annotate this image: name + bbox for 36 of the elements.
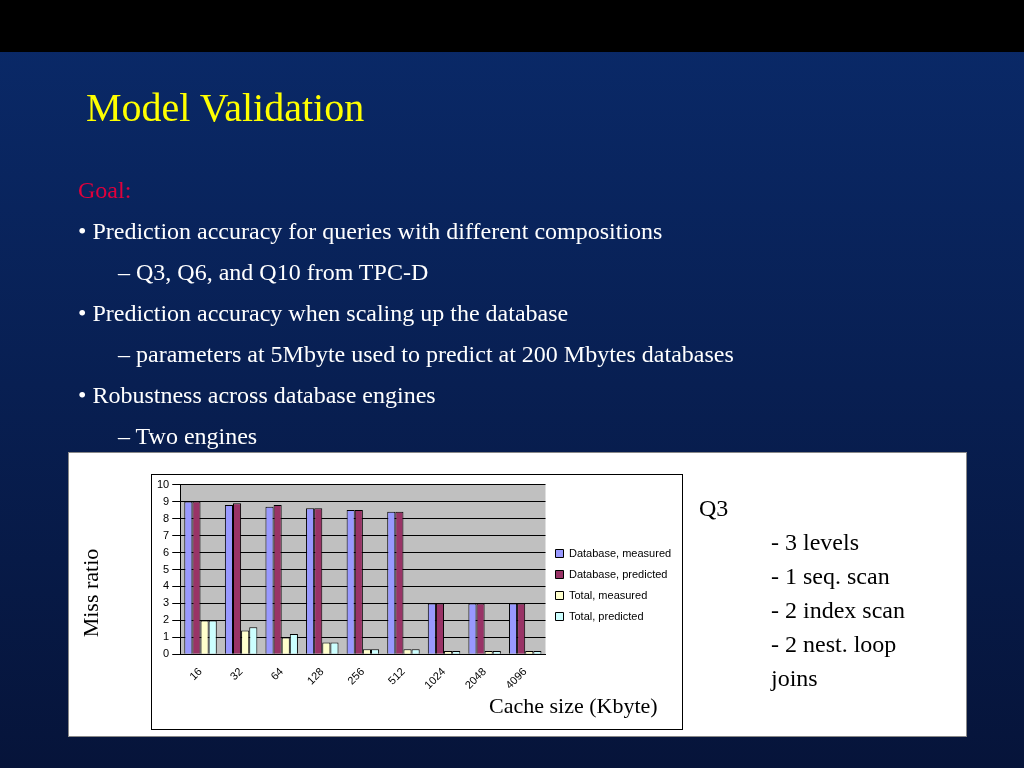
x-tick-label: 512 <box>385 665 408 687</box>
y-tick-label: 4 <box>163 579 170 592</box>
text: - 2 index scan <box>770 596 906 625</box>
x-tick-label: 128 <box>304 665 326 687</box>
text: – Q3, Q6, and Q10 from TPC-D <box>116 258 430 287</box>
y-tick-label: 8 <box>163 511 170 524</box>
text: Q3 <box>699 494 730 523</box>
text: - 3 levels <box>770 528 860 557</box>
text: – parameters at 5Mbyte used to predict at 200 Mbytes databases <box>116 340 734 369</box>
text: • Prediction accuracy for queries with different compositions <box>78 217 664 246</box>
y-tick-label: 7 <box>163 528 170 541</box>
y-tick-label: 3 <box>163 596 170 609</box>
y-tick-label: 0 <box>163 647 170 660</box>
y-tick-label: 10 <box>156 477 170 490</box>
y-tick-label: 6 <box>163 545 170 558</box>
y-tick-label: 2 <box>163 613 170 626</box>
x-tick-label: 256 <box>344 665 367 687</box>
y-tick-label: 1 <box>163 630 170 643</box>
text: • Prediction accuracy when scaling up the database <box>78 299 570 328</box>
x-tick-label: 64 <box>268 665 286 683</box>
text: – Two engines <box>116 422 259 451</box>
text: • Robustness across database engines <box>78 381 437 410</box>
x-tick-label: 16 <box>186 665 205 683</box>
y-axis-title: Miss ratio <box>78 548 104 638</box>
legend-label: Total, measured <box>569 588 648 601</box>
legend-label: Total, predicted <box>569 609 644 622</box>
legend-label: Database, predicted <box>569 567 668 580</box>
text: - 1 seq. scan <box>770 562 891 591</box>
chart-title: Model Validation <box>86 84 365 131</box>
y-tick-label: 9 <box>163 494 170 507</box>
x-axis-title: Cache size (Kbyte) <box>489 693 658 719</box>
text: - 2 nest. loop joins <box>769 630 898 693</box>
text: Goal: <box>78 176 133 205</box>
x-tick-label: 32 <box>227 665 245 683</box>
legend-label: Database, measured <box>569 546 672 559</box>
y-tick-label: 5 <box>163 562 170 575</box>
